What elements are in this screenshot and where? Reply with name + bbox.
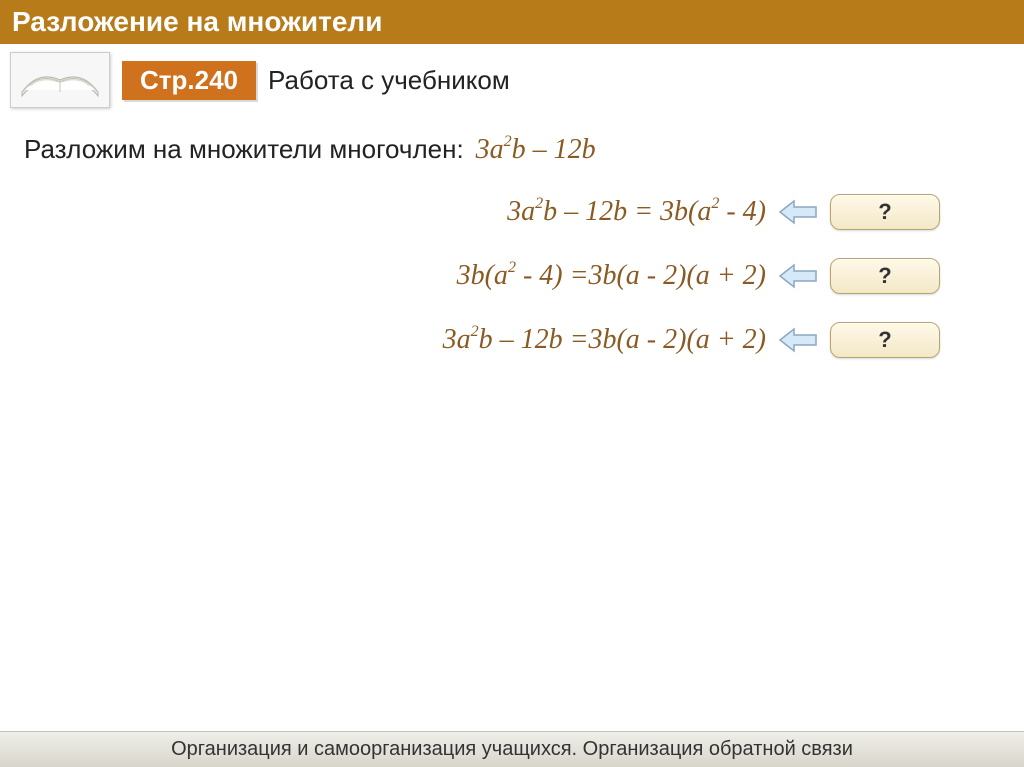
arrow-left-icon: [778, 327, 818, 353]
content-area: Разложим на множители многочлен: 3a2b – …: [0, 108, 1024, 358]
hint-button[interactable]: ?: [830, 258, 940, 294]
hint-button[interactable]: ?: [830, 194, 940, 230]
page-badge-label: Стр.240: [140, 65, 238, 95]
footer: Организация и самоорганизация учащихся. …: [0, 731, 1024, 767]
hint-button-label: ?: [878, 199, 891, 225]
page-title: Разложение на множители: [12, 6, 382, 37]
hint-button-label: ?: [878, 327, 891, 353]
hint-button[interactable]: ?: [830, 322, 940, 358]
subheader: Стр.240 Работа с учебником: [0, 52, 1024, 108]
equation-row: 3a2b – 12b =3b(a - 2)(a + 2) ?: [24, 322, 1004, 358]
intro-line: Разложим на множители многочлен: 3a2b – …: [24, 134, 1004, 166]
equation-row: 3b(a2 - 4) =3b(a - 2)(a + 2) ?: [24, 258, 1004, 294]
title-bar: Разложение на множители: [0, 0, 1024, 44]
equation-row: 3a2b – 12b = 3b(a2 - 4) ?: [24, 194, 1004, 230]
open-book-icon: [18, 60, 102, 100]
book-icon: [10, 52, 110, 108]
equation-expression: 3a2b – 12b =3b(a - 2)(a + 2): [443, 324, 766, 356]
intro-expression: 3a2b – 12b: [476, 134, 596, 166]
equation-expression: 3a2b – 12b = 3b(a2 - 4): [507, 196, 766, 228]
page-badge: Стр.240: [122, 61, 256, 100]
equation-rows: 3a2b – 12b = 3b(a2 - 4) ? 3b(a2 - 4) =3b…: [24, 194, 1004, 358]
arrow-left-icon: [778, 263, 818, 289]
work-with-textbook-label: Работа с учебником: [268, 65, 510, 96]
hint-button-label: ?: [878, 263, 891, 289]
intro-text: Разложим на множители многочлен:: [24, 134, 464, 165]
arrow-left-icon: [778, 199, 818, 225]
footer-text: Организация и самоорганизация учащихся. …: [171, 738, 853, 761]
equation-expression: 3b(a2 - 4) =3b(a - 2)(a + 2): [457, 260, 766, 292]
